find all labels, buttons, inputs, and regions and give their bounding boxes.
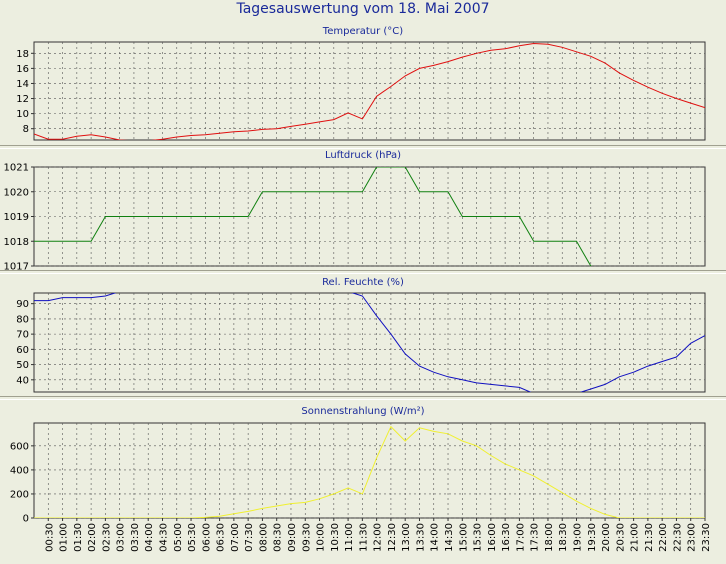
- y-tick-label: 1020: [4, 187, 29, 198]
- y-tick-label: 70: [16, 330, 29, 341]
- x-tick-label: 23:00: [687, 523, 698, 552]
- x-tick-label: 20:00: [601, 523, 612, 552]
- y-tick-label: 14: [16, 79, 29, 90]
- y-tick-label: 10: [16, 109, 29, 120]
- x-tick-label: 09:30: [301, 523, 312, 552]
- x-tick-label: 10:30: [330, 523, 341, 552]
- x-tick-label: 20:30: [615, 523, 626, 552]
- x-tick-label: 01:30: [73, 523, 84, 552]
- y-tick-label: 1018: [4, 237, 29, 248]
- x-tick-label: 00:30: [44, 523, 55, 552]
- x-tick-label: 19:30: [587, 523, 598, 552]
- x-tick-label: 12:00: [373, 523, 384, 552]
- x-tick-label: 06:00: [201, 523, 212, 552]
- y-tick-label: 16: [16, 64, 29, 75]
- x-tick-label: 02:30: [101, 523, 112, 552]
- x-tick-label: 18:00: [544, 523, 555, 552]
- y-tick-label: 1017: [4, 262, 29, 273]
- x-tick-label: 05:00: [173, 523, 184, 552]
- x-tick-label: 22:30: [672, 523, 683, 552]
- y-tick-label: 18: [16, 49, 29, 60]
- x-tick-label: 10:00: [316, 523, 327, 552]
- y-tick-label: 1019: [4, 212, 29, 223]
- x-tick-label: 19:00: [573, 523, 584, 552]
- plot-area-radiation: [33, 422, 706, 519]
- x-tick-label: 02:00: [87, 523, 98, 552]
- panel-divider: [0, 270, 726, 274]
- x-tick-label: 21:00: [630, 523, 641, 552]
- series-line-temperature: [34, 42, 705, 140]
- x-tick-label: 14:30: [444, 523, 455, 552]
- x-tick-label: 06:30: [216, 523, 227, 552]
- x-tick-label: 13:30: [415, 523, 426, 552]
- x-tick-label: 07:30: [244, 523, 255, 552]
- x-tick-label: 16:30: [501, 523, 512, 552]
- x-tick-label: 07:00: [230, 523, 241, 552]
- y-tick-label: 60: [16, 345, 29, 356]
- x-tick-label: 15:00: [458, 523, 469, 552]
- x-tick-label: 15:30: [473, 523, 484, 552]
- x-tick-label: 13:00: [401, 523, 412, 552]
- x-tick-label: 21:30: [644, 523, 655, 552]
- chart-title-pressure: Luftdruck (hPa): [325, 150, 401, 161]
- x-tick-label: 18:30: [558, 523, 569, 552]
- x-tick-label: 22:00: [658, 523, 669, 552]
- x-tick-label: 23:30: [701, 523, 712, 552]
- panel-divider: [0, 396, 726, 400]
- y-tick-label: 400: [10, 465, 29, 476]
- y-tick-label: 0: [23, 514, 29, 525]
- y-tick-label: 1021: [4, 163, 29, 174]
- x-tick-label: 08:30: [273, 523, 284, 552]
- y-tick-label: 200: [10, 489, 29, 500]
- chart-title-temperature: Temperatur (°C): [322, 26, 403, 37]
- x-tick-label: 16:00: [487, 523, 498, 552]
- y-tick-label: 12: [16, 94, 29, 105]
- plot-area-temperature: [33, 41, 706, 141]
- series-line-radiation: [34, 425, 705, 518]
- x-tick-label: 11:30: [358, 523, 369, 552]
- y-tick-label: 40: [16, 375, 29, 386]
- x-tick-label: 05:30: [187, 523, 198, 552]
- y-tick-label: 8: [23, 124, 29, 135]
- x-tick-label: 11:00: [344, 523, 355, 552]
- chart-title-humidity: Rel. Feuchte (%): [322, 277, 404, 288]
- x-tick-label: 04:30: [158, 523, 169, 552]
- series-line-humidity: [34, 293, 705, 392]
- x-tick-label: 03:00: [116, 523, 127, 552]
- panel-divider: [0, 145, 726, 149]
- chart-title-radiation: Sonnenstrahlung (W/m²): [301, 406, 424, 417]
- x-tick-label: 09:00: [287, 523, 298, 552]
- series-line-pressure: [34, 167, 593, 266]
- y-tick-label: 80: [16, 314, 29, 325]
- x-tick-label: 03:30: [130, 523, 141, 552]
- x-tick-label: 17:30: [530, 523, 541, 552]
- y-tick-label: 50: [16, 360, 29, 371]
- plot-area-humidity: [33, 292, 706, 393]
- x-tick-label: 17:00: [515, 523, 526, 552]
- x-tick-label: 04:00: [144, 523, 155, 552]
- page-title: Tagesauswertung vom 18. Mai 2007: [236, 1, 490, 17]
- x-tick-label: 01:00: [59, 523, 70, 552]
- y-tick-label: 600: [10, 441, 29, 452]
- y-tick-label: 90: [16, 299, 29, 310]
- x-tick-label: 12:30: [387, 523, 398, 552]
- x-tick-label: 14:00: [430, 523, 441, 552]
- x-tick-label: 08:00: [258, 523, 269, 552]
